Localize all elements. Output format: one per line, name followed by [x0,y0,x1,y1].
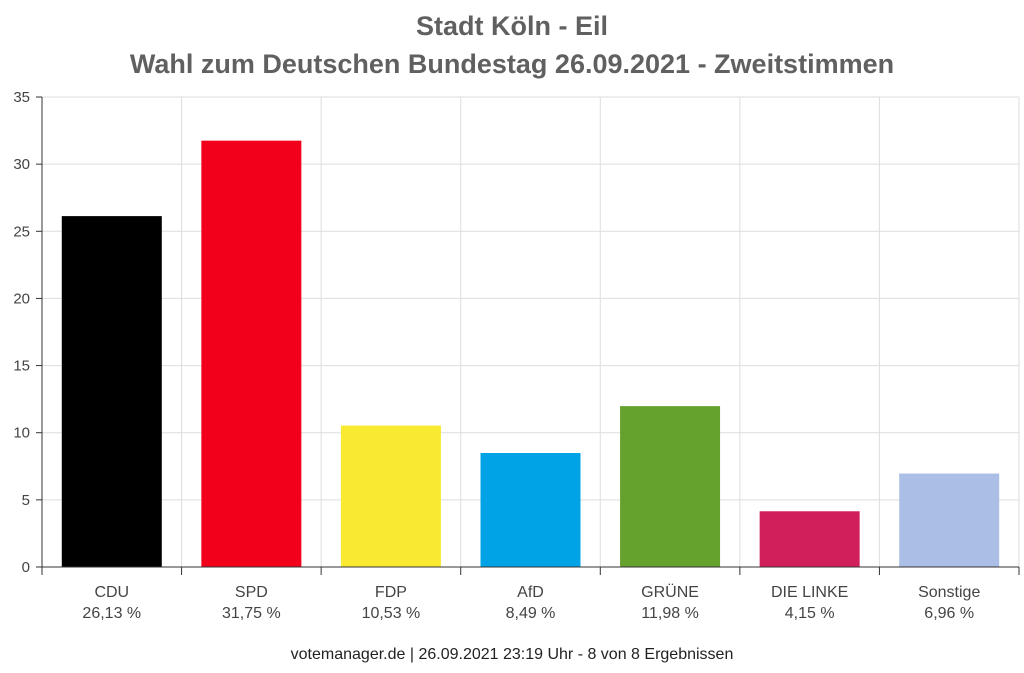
category-label: FDP [375,584,407,601]
value-label: 31,75 % [222,605,281,622]
category-label: CDU [94,584,129,601]
chart-title: Stadt Köln - Eil [416,11,608,41]
y-axis-ticks: 0 5 10 15 20 25 30 35 [13,89,42,576]
bar-cdu [61,216,162,567]
value-label: 26,13 % [82,605,141,622]
value-label: 11,98 % [641,605,699,622]
y-tick-label: 35 [13,89,30,106]
axes [36,97,1019,568]
chart-subtitle: Wahl zum Deutschen Bundestag 26.09.2021 … [129,49,895,79]
y-tick-label: 10 [13,425,30,442]
value-label: 4,15 % [785,605,835,622]
category-label: AfD [517,584,544,601]
value-label: 6,96 % [924,605,974,622]
bar-afd [480,452,581,567]
y-tick-label: 20 [13,290,30,307]
y-tick-label: 0 [22,559,30,576]
category-label: Sonstige [918,584,980,601]
category-label: GRÜNE [641,583,699,601]
x-axis-labels: CDU 26,13 % SPD 31,75 % FDP 10,53 % AfD 8,49 % G… [41,567,1020,622]
y-tick-label: 5 [22,492,30,509]
value-label: 8,49 % [506,605,556,622]
bar-sonstige [899,473,1000,567]
bar-fdp [340,425,441,567]
value-label: 10,53 % [362,605,421,622]
bar-gr-ne [620,406,721,567]
bar-spd [201,140,302,567]
category-label: DIE LINKE [771,584,848,601]
category-label: SPD [235,584,268,601]
bar-die-linke [759,511,860,567]
y-tick-label: 15 [13,358,30,375]
footer-source: votemanager.de | 26.09.2021 23:19 Uhr - … [290,646,734,663]
y-tick-label: 30 [13,156,30,173]
y-tick-label: 25 [13,223,30,240]
bars [61,140,1000,567]
